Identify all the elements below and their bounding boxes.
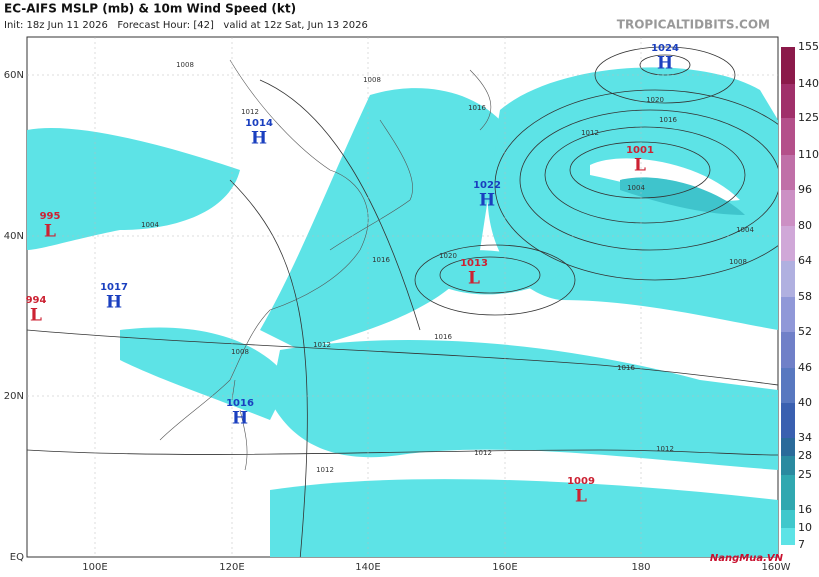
isobar-label: 1008 bbox=[363, 76, 381, 84]
lon-label: 120E bbox=[219, 562, 244, 573]
colorbar-label: 140 bbox=[798, 77, 819, 90]
colorbar-label: 40 bbox=[798, 396, 812, 409]
isobar-label: 1016 bbox=[434, 333, 452, 341]
isobar-label: 1012 bbox=[581, 129, 599, 137]
colorbar-label: 25 bbox=[798, 468, 812, 481]
isobar-label: 1012 bbox=[656, 445, 674, 453]
lat-label: EQ bbox=[10, 552, 24, 563]
pressure-center: H bbox=[479, 191, 495, 211]
isobar-label: 1008 bbox=[231, 348, 249, 356]
pressure-center: L bbox=[575, 487, 587, 507]
pressure-center: L bbox=[30, 306, 42, 326]
pressure-value: 1017 bbox=[100, 282, 128, 293]
colorbar-label: 96 bbox=[798, 183, 812, 196]
pressure-center: L bbox=[634, 156, 646, 176]
colorbar: 155 140 125 110 96 80 64 58 52 46 40 34 28 25 16 10 7 bbox=[781, 40, 819, 551]
site-label: TROPICALTIDBITS.COM bbox=[617, 18, 770, 32]
isobar-label: 1012 bbox=[316, 466, 334, 474]
pressure-value: 1016 bbox=[226, 398, 254, 409]
isobar-label: 1004 bbox=[736, 226, 754, 234]
colorbar-label: 52 bbox=[798, 325, 812, 338]
colorbar-label: 110 bbox=[798, 148, 819, 161]
colorbar-swatch bbox=[781, 118, 795, 155]
pressure-center: L bbox=[468, 269, 480, 289]
pressure-center: L bbox=[44, 222, 56, 242]
pressure-value: 1009 bbox=[567, 476, 595, 487]
isobar-label: 1016 bbox=[372, 256, 390, 264]
colorbar-swatch bbox=[781, 403, 795, 438]
colorbar-swatch bbox=[781, 190, 795, 226]
pressure-value: 1014 bbox=[245, 118, 273, 129]
lon-label: 160W bbox=[762, 562, 791, 573]
colorbar-swatch bbox=[781, 332, 795, 368]
isobar-label: 1012 bbox=[241, 108, 259, 116]
pressure-value: 995 bbox=[40, 211, 61, 222]
colorbar-label: 46 bbox=[798, 361, 812, 374]
colorbar-swatch bbox=[781, 438, 795, 456]
colorbar-swatch bbox=[781, 84, 795, 118]
isobar-label: 1004 bbox=[627, 184, 645, 192]
lat-label: 20N bbox=[4, 391, 24, 402]
isobar-label: 1012 bbox=[313, 341, 331, 349]
lon-label: 180 bbox=[631, 562, 650, 573]
colorbar-swatch bbox=[781, 261, 795, 297]
colorbar-label: 58 bbox=[798, 290, 812, 303]
colorbar-label: 34 bbox=[798, 431, 812, 444]
colorbar-label: 80 bbox=[798, 219, 812, 232]
colorbar-swatch bbox=[781, 510, 795, 528]
isobar-label: 1008 bbox=[729, 258, 747, 266]
lat-label: 40N bbox=[4, 231, 24, 242]
lon-label: 100E bbox=[82, 562, 107, 573]
isobar-label: 1016 bbox=[617, 364, 635, 372]
isobar-label: 1004 bbox=[141, 221, 159, 229]
colorbar-swatch bbox=[781, 528, 795, 545]
pressure-center: H bbox=[657, 54, 673, 74]
isobar-label: 1020 bbox=[439, 252, 457, 260]
colorbar-label: 28 bbox=[798, 449, 812, 462]
isobar-label: 1020 bbox=[646, 96, 664, 104]
colorbar-swatch bbox=[781, 475, 795, 510]
map-subtitle: Init: 18z Jun 11 2026 Forecast Hour: [42… bbox=[4, 20, 368, 31]
colorbar-label: 16 bbox=[798, 503, 812, 516]
colorbar-swatch bbox=[781, 368, 795, 403]
colorbar-swatch bbox=[781, 226, 795, 261]
lat-label: 60N bbox=[4, 70, 24, 81]
pressure-center: H bbox=[251, 129, 267, 149]
isobar-label: 1012 bbox=[474, 449, 492, 457]
colorbar-swatch bbox=[781, 297, 795, 332]
pressure-value: 994 bbox=[26, 295, 47, 306]
isobar-label: 1016 bbox=[468, 104, 486, 112]
pressure-center: H bbox=[106, 293, 122, 313]
colorbar-swatch bbox=[781, 155, 795, 190]
lon-label: 160E bbox=[492, 562, 517, 573]
colorbar-swatch bbox=[781, 47, 795, 84]
colorbar-swatch bbox=[781, 456, 795, 475]
colorbar-label: 64 bbox=[798, 254, 812, 267]
pressure-center: H bbox=[232, 409, 248, 429]
watermark: NangMua.VN bbox=[710, 553, 784, 564]
lon-label: 140E bbox=[355, 562, 380, 573]
colorbar-label: 10 bbox=[798, 521, 812, 534]
map-title: EC-AIFS MSLP (mb) & 10m Wind Speed (kt) bbox=[4, 2, 296, 16]
pressure-value: 1022 bbox=[473, 180, 501, 191]
colorbar-label: 155 bbox=[798, 40, 819, 53]
pressure-value: 1001 bbox=[626, 145, 654, 156]
map-frame bbox=[26, 36, 779, 558]
isobar-label: 1016 bbox=[659, 116, 677, 124]
isobar-label: 1008 bbox=[176, 61, 194, 69]
pressure-value: 1013 bbox=[460, 258, 488, 269]
pressure-value: 1024 bbox=[651, 43, 679, 54]
colorbar-label: 125 bbox=[798, 111, 819, 124]
colorbar-label: 7 bbox=[798, 538, 805, 551]
